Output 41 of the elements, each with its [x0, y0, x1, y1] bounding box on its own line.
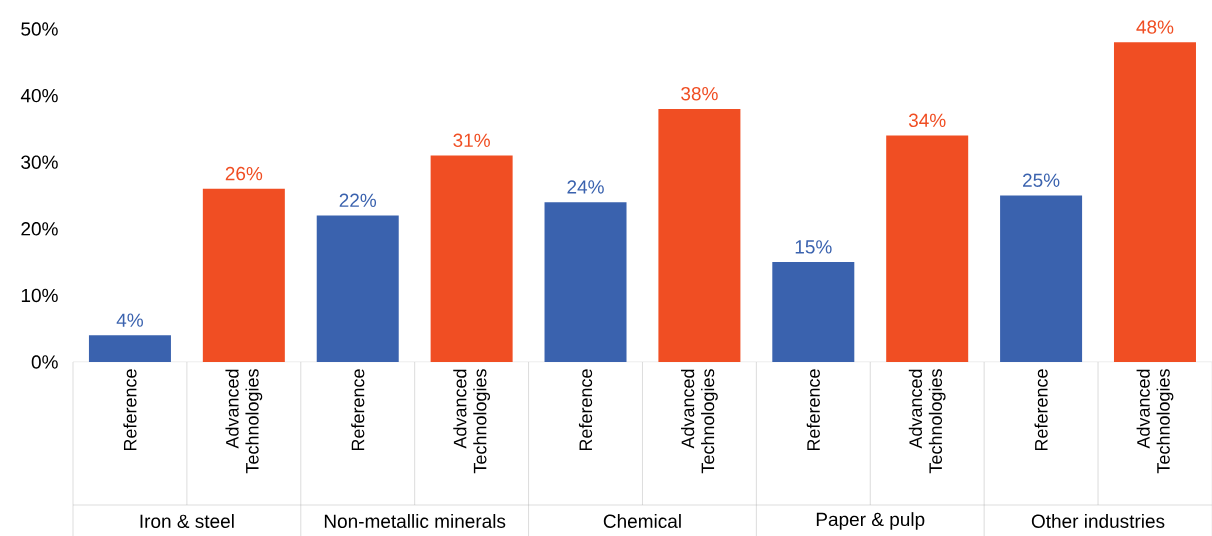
x-tick-label: Advanced Technologies — [681, 369, 718, 474]
data-label: 4% — [116, 313, 143, 327]
bar — [1000, 195, 1083, 362]
y-tick-label: 50% — [21, 22, 58, 36]
x-tick-label: Reference — [351, 369, 365, 451]
data-label: 48% — [1136, 20, 1174, 34]
x-tick-label: Advanced Technologies — [908, 369, 946, 474]
data-label: 38% — [681, 86, 718, 101]
bar — [544, 202, 627, 362]
x-tick-label: Advanced Technologies — [225, 369, 263, 474]
x-tick-label: Advanced Technologies — [1136, 369, 1174, 474]
bar — [1113, 42, 1196, 362]
y-tick-label: 20% — [21, 222, 58, 236]
bar — [202, 188, 285, 362]
data-label: 15% — [795, 240, 832, 254]
bar — [772, 262, 855, 362]
x-tick-label: Reference — [578, 369, 593, 451]
y-tick-label: 10% — [21, 288, 58, 303]
bar — [430, 155, 513, 362]
data-label: 26% — [225, 166, 263, 181]
data-label: 24% — [567, 180, 604, 194]
x-tick-label: Reference — [806, 369, 820, 451]
y-tick-label: 0% — [31, 355, 58, 369]
y-tick-label: 40% — [20, 88, 58, 103]
text: Non-metallic minerals — [324, 514, 506, 528]
bar — [658, 108, 741, 362]
text: Paper & pulp — [816, 512, 925, 530]
bar — [88, 335, 171, 362]
text: Other industries — [1031, 514, 1165, 528]
data-label: 34% — [908, 113, 946, 128]
x-tick-label: Reference — [123, 369, 137, 451]
text: Iron & steel — [140, 514, 234, 528]
data-label: 22% — [339, 193, 377, 207]
data-label: 31% — [453, 133, 490, 148]
data-label: 25% — [1023, 173, 1060, 187]
text: Chemical — [603, 514, 681, 528]
bar — [886, 135, 969, 362]
y-tick-label: 30% — [21, 155, 58, 169]
x-tick-label: Advanced Technologies — [453, 369, 491, 474]
x-tick-label: Reference — [1034, 369, 1048, 451]
bar — [316, 215, 399, 362]
